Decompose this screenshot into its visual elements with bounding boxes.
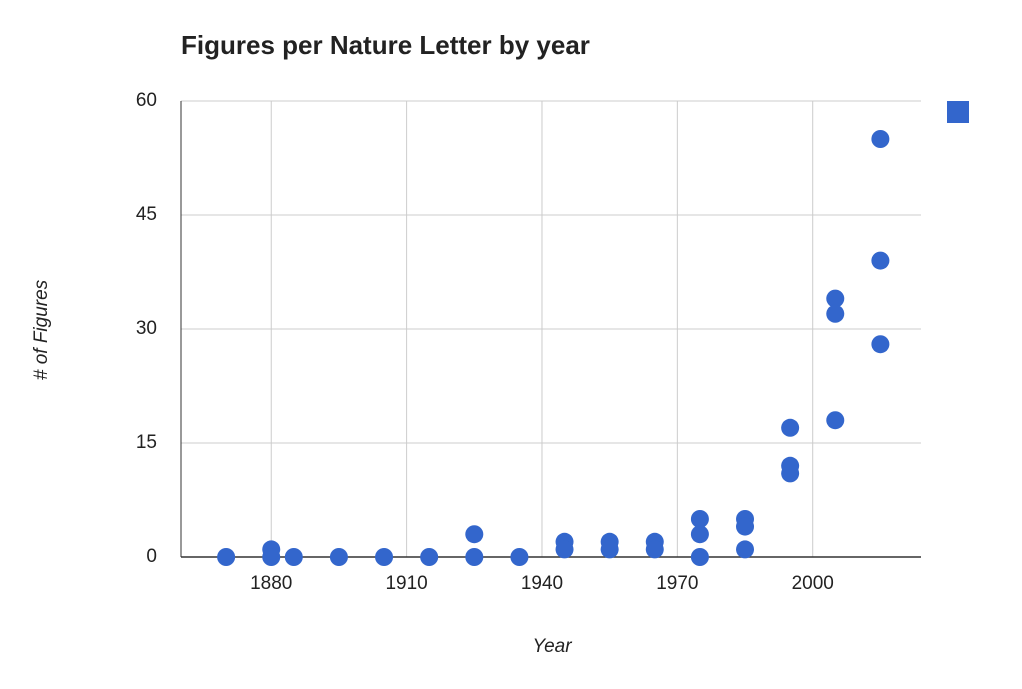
- point: [690, 548, 709, 566]
- point: [736, 517, 755, 536]
- x-tick-label: 1910: [385, 573, 427, 594]
- point: [645, 540, 664, 559]
- point: [781, 464, 800, 483]
- point: [736, 540, 755, 559]
- point: [262, 548, 281, 566]
- point: [217, 548, 236, 566]
- point: [465, 548, 484, 566]
- x-tick-label: 1880: [250, 573, 292, 594]
- point: [871, 251, 890, 270]
- point: [465, 525, 484, 544]
- point: [826, 304, 845, 323]
- y-tick-label: 45: [136, 204, 157, 225]
- point: [510, 548, 529, 566]
- x-tick-label: 2000: [792, 573, 834, 594]
- point: [329, 548, 348, 566]
- point: [871, 335, 890, 354]
- y-tick-label: 60: [136, 90, 157, 111]
- point: [375, 548, 394, 566]
- point: [600, 540, 619, 559]
- point: [284, 548, 303, 566]
- legend-swatch: [947, 101, 969, 123]
- x-tick-label: 1970: [656, 573, 698, 594]
- x-axis-label: Year: [532, 636, 572, 657]
- point: [420, 548, 439, 566]
- point: [555, 540, 574, 559]
- y-tick-label: 0: [146, 546, 157, 567]
- point: [826, 411, 845, 430]
- y-axis-label: # of Figures: [31, 279, 52, 380]
- point: [690, 510, 709, 528]
- chart-title: Figures per Nature Letter by year: [181, 30, 590, 60]
- point: [871, 130, 890, 148]
- y-tick-label: 15: [136, 432, 157, 453]
- point: [826, 289, 845, 308]
- point: [781, 418, 800, 437]
- x-tick-label: 1940: [521, 573, 563, 594]
- point: [690, 525, 709, 544]
- y-tick-label: 30: [136, 318, 157, 339]
